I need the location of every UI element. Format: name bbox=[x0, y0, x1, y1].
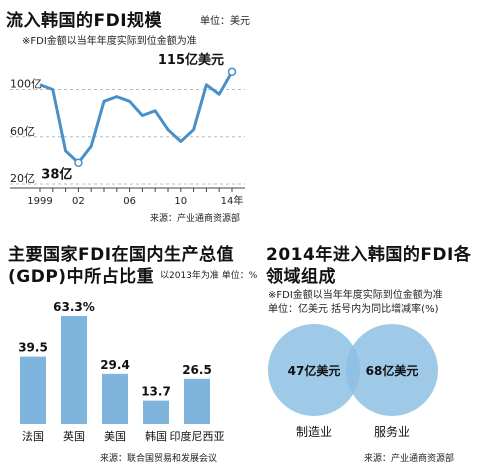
sector-chart-title-line2: 领域组成 bbox=[266, 267, 336, 287]
line-chart-grid: 100亿 60亿 20亿 bbox=[10, 78, 245, 185]
bar bbox=[61, 316, 87, 424]
y-tick-label: 20亿 bbox=[10, 172, 35, 185]
x-tick-label: 14年 bbox=[221, 194, 244, 207]
gdp-bar-chart: 39.5 法国 63.3% 英国 29.4 美国 13.7 韩国 26.5 印度尼西亚 bbox=[18, 300, 224, 443]
bar-category-label: 法国 bbox=[22, 429, 44, 443]
gdp-bar-chart-source: 来源：联合国贸易和发展会议 bbox=[100, 454, 218, 464]
fdi-line-chart-unit: 单位：美元 bbox=[200, 16, 250, 27]
fdi-line-chart: 100亿 60亿 20亿 1999 02 06 10 14年 115亿美元 38亿 bbox=[10, 52, 245, 207]
x-tick-label: 10 bbox=[174, 196, 187, 207]
bar-value-label: 29.4 bbox=[100, 358, 130, 372]
y-tick-label: 100亿 bbox=[10, 78, 42, 91]
bar bbox=[143, 400, 169, 424]
sector-chart-source: 来源：产业通商资源部 bbox=[364, 454, 455, 464]
bar-value-label: 39.5 bbox=[18, 341, 48, 355]
y-tick-label: 60亿 bbox=[10, 125, 35, 138]
x-tick-label: 1999 bbox=[27, 196, 52, 207]
min-point-marker bbox=[74, 158, 83, 167]
x-tick-label: 06 bbox=[123, 196, 136, 207]
gdp-bar-chart-title-line1: 主要国家FDI在国内生产总值 bbox=[8, 245, 235, 265]
bar bbox=[102, 373, 128, 424]
sector-name-label: 制造业 bbox=[296, 425, 332, 439]
fdi-line-chart-subtitle: ※FDI金额以当年年度实际到位金额为准 bbox=[22, 36, 197, 47]
bar bbox=[184, 378, 210, 424]
bar-value-label: 26.5 bbox=[182, 363, 212, 377]
fdi-line bbox=[39, 71, 234, 165]
line-chart-axis: 1999 02 06 10 14年 bbox=[10, 187, 245, 207]
bar-chart-bars: 39.5 法国 63.3% 英国 29.4 美国 13.7 韩国 26.5 印度尼西亚 bbox=[18, 300, 224, 443]
bar-category-label: 美国 bbox=[104, 430, 126, 443]
max-point-marker bbox=[227, 67, 237, 77]
sector-circle bbox=[346, 324, 438, 416]
bar-value-label: 63.3% bbox=[53, 300, 95, 314]
bar-value-label: 13.7 bbox=[141, 385, 171, 399]
sector-value-label: 47亿美元 bbox=[288, 363, 341, 378]
sector-chart-title-line1: 2014年进入韩国的FDI各 bbox=[266, 245, 472, 265]
line-chart-series bbox=[39, 71, 234, 165]
line-chart-annotations: 115亿美元 38亿 bbox=[41, 52, 237, 183]
bar-category-label: 韩国 bbox=[145, 429, 167, 443]
gdp-bar-chart-title-line2: (GDP)中所占比重 bbox=[8, 267, 155, 287]
gdp-bar-chart-unit: 以2013年为准 单位：% bbox=[160, 271, 258, 281]
sector-name-label: 服务业 bbox=[374, 424, 410, 439]
sector-chart-unit: 单位：亿美元 括号内为同比增减率(%) bbox=[268, 304, 439, 315]
max-annotation-label: 115亿美元 bbox=[158, 52, 224, 68]
fdi-line-chart-title: 流入韩国的FDI规模 bbox=[6, 11, 163, 31]
bar bbox=[20, 356, 46, 424]
fdi-line-chart-source: 来源：产业通商资源部 bbox=[150, 214, 241, 224]
sector-circle bbox=[268, 324, 360, 416]
x-tick-label: 02 bbox=[72, 196, 85, 207]
sector-value-label: 68亿美元 bbox=[366, 363, 419, 378]
bar-category-label: 英国 bbox=[63, 429, 85, 443]
bar-category-label: 印度尼西亚 bbox=[170, 429, 225, 443]
sector-chart-note: ※FDI金额以当年年度实际到位金额为准 bbox=[268, 290, 443, 301]
min-annotation-label: 38亿 bbox=[41, 167, 72, 183]
